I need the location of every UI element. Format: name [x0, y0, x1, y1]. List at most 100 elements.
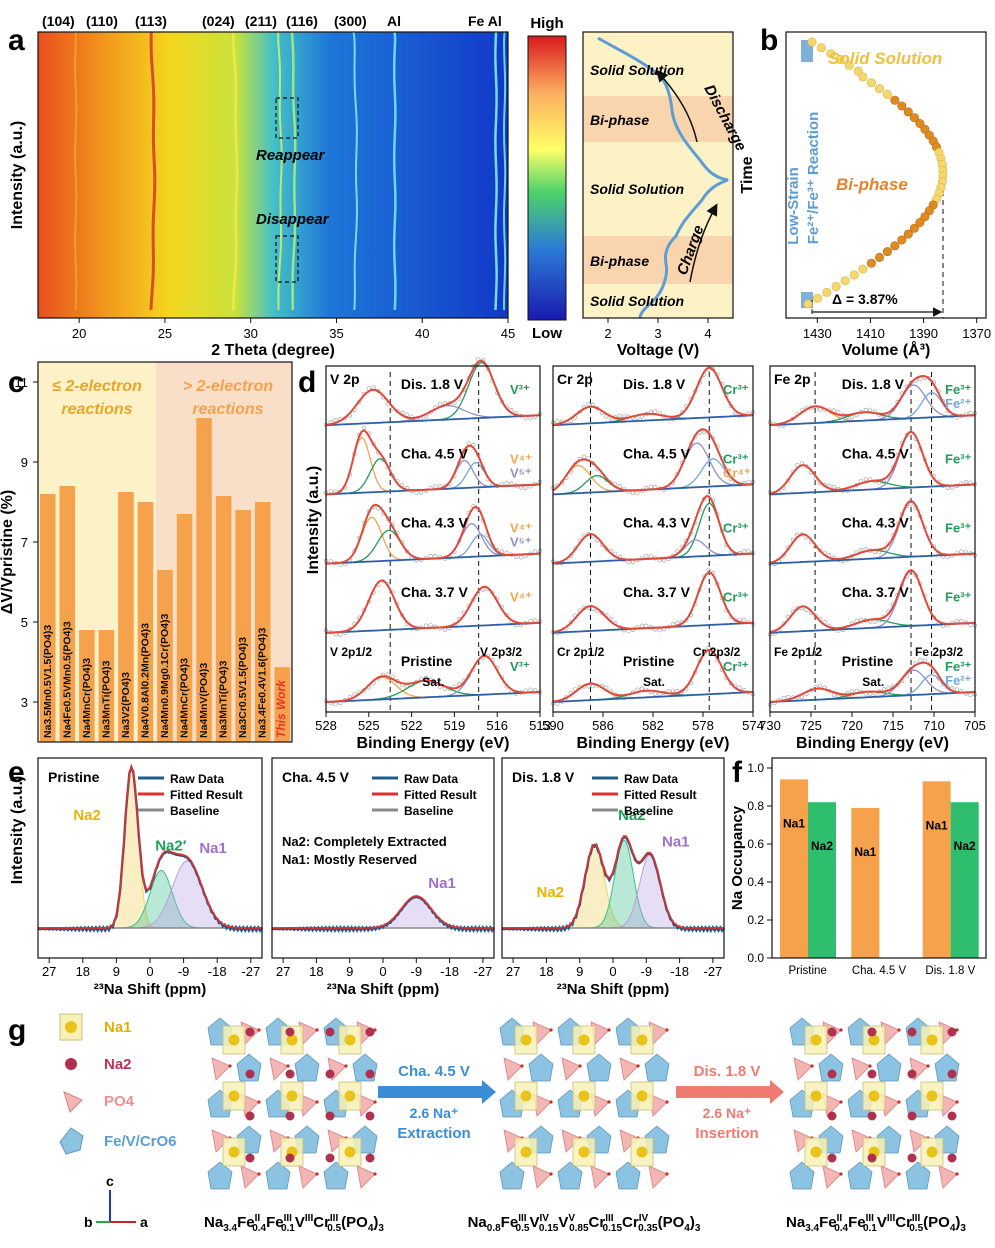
volume-point — [874, 252, 884, 262]
raw-point — [639, 623, 645, 628]
species-label: Fe³⁺ — [945, 382, 972, 397]
baseline — [325, 414, 541, 427]
na2-atom — [365, 1027, 375, 1037]
raw-point — [433, 553, 438, 559]
fitted-spectrum — [552, 495, 754, 565]
panel-g: g Na1 Na2 PO4 Fe/V/CrO6 c b a Cha. 4.5 V — [8, 1013, 966, 1234]
tick-label: 513 — [529, 718, 551, 733]
na2-atom — [907, 1069, 917, 1079]
na1-atom — [228, 1146, 240, 1158]
crystal-structure — [499, 1017, 670, 1190]
phosphate-tetrahedron — [822, 1165, 842, 1189]
phosphate-tetrahedron — [880, 1165, 900, 1189]
tick-label: 1430 — [803, 326, 832, 341]
tick-label: 578 — [692, 718, 714, 733]
charge-arrow — [689, 203, 718, 283]
species-label: Cr³⁺ — [723, 520, 749, 535]
legend-label: Baseline — [170, 804, 220, 818]
phosphate-tetrahedron — [356, 1165, 376, 1189]
na1-atom — [926, 1146, 938, 1158]
na2-atom — [285, 1027, 295, 1037]
occupancy-bar — [922, 781, 951, 958]
na1-atom — [286, 1090, 298, 1102]
orbital-label: Cr 2p1/2 — [557, 645, 605, 659]
octahedron — [236, 1053, 262, 1082]
panel-e-ylabel: Intensity (a.u.) — [9, 776, 26, 884]
formula-discharged: Na3.4FeII 0.4FeIII 0.1VIIICrIII 0.5(PO4)3 — [786, 1213, 966, 1234]
satellite-label: Sat. — [422, 675, 444, 689]
phosphate-tetrahedron — [269, 1057, 289, 1081]
raw-point — [868, 692, 873, 697]
orbital-label: Cr 2p3/2 — [693, 645, 741, 659]
left-background — [38, 362, 156, 742]
low-strain-label: Low-Strain — [785, 167, 802, 245]
na2-atom — [245, 1153, 255, 1163]
tick-label: 590 — [542, 718, 564, 733]
subpanel-xlabel: ²³Na Shift (ppm) — [557, 981, 669, 998]
peak-label-211: (211) — [245, 13, 277, 29]
tick-label: 18 — [309, 964, 323, 979]
na2-atom — [947, 1153, 957, 1163]
biphase-label: Bi-phase — [836, 175, 908, 194]
reaction-label: Fe²⁺/Fe³⁺ Reaction — [805, 112, 822, 245]
raw-point — [968, 692, 973, 698]
na1-atom — [868, 1034, 880, 1046]
raw-point — [626, 559, 631, 565]
legend-label: Fitted Result — [404, 788, 477, 802]
octahedron — [615, 1161, 641, 1190]
orbital-label: V 2p3/2 — [480, 645, 522, 659]
phosphate-tetrahedron — [532, 1165, 552, 1189]
volume-point — [816, 43, 826, 53]
subpanel-title: V 2p — [330, 371, 360, 387]
tick-label: 3 — [654, 326, 661, 341]
tick-label: 519 — [444, 718, 466, 733]
na2-atom — [867, 1111, 877, 1121]
subpanel-xlabel: ²³Na Shift (ppm) — [94, 981, 206, 998]
raw-point — [670, 688, 676, 693]
octahedron — [499, 1161, 525, 1190]
bar — [157, 570, 173, 742]
octahedron — [876, 1053, 902, 1082]
bar — [176, 514, 193, 742]
tick-label: -9 — [411, 964, 423, 979]
bar — [137, 502, 154, 742]
fitted-spectrum — [552, 366, 753, 426]
tick-label: 27 — [506, 964, 520, 979]
bar-label: Na3.4Fe0.4V1.6(PO4)3 — [257, 628, 269, 738]
legend-label: Raw Data — [624, 772, 678, 786]
orbital-label: Fe 2p3/2 — [915, 645, 963, 659]
oxygen-atom — [636, 1064, 640, 1068]
na1-atom — [636, 1090, 648, 1102]
panel-label-e: e — [8, 756, 25, 789]
raw-point — [523, 485, 528, 490]
raw-point — [586, 402, 591, 407]
formula-pristine: Na3.4FeII 0.4FeIII 0.1VIIICrIII 0.5(PO4)3 — [204, 1213, 384, 1234]
species-label: V⁴⁺ — [510, 451, 532, 466]
tick-label: 730 — [759, 718, 781, 733]
oxygen-atom — [315, 1028, 319, 1032]
octahedron — [557, 1161, 583, 1190]
axis-label-b: b — [84, 1214, 93, 1230]
tick-label: 2 — [604, 326, 611, 341]
fitted-spectrum — [769, 430, 976, 495]
tick-label: -18 — [208, 964, 227, 979]
component-label: Na2 — [537, 884, 565, 901]
raw-point — [635, 490, 640, 495]
raw-point — [741, 549, 747, 554]
tick-label: 18 — [76, 964, 90, 979]
crystal-structure — [789, 1017, 960, 1190]
fitted-spectrum — [325, 579, 541, 634]
bar — [98, 630, 115, 742]
tick-label: -9 — [178, 964, 190, 979]
oxygen-atom — [549, 1172, 553, 1176]
species-label: V⁴⁺ — [510, 590, 532, 605]
crystal-structures — [207, 1017, 960, 1190]
extraction-label: Extraction — [397, 1125, 470, 1142]
na1-atom — [926, 1090, 938, 1102]
na2-atom — [867, 1027, 877, 1037]
na1-atom — [636, 1146, 648, 1158]
spectrum-label: Cha. 3.7 V — [842, 584, 910, 600]
legend-po4: PO4 — [104, 1093, 135, 1110]
biphase-band-lower — [583, 236, 733, 284]
nmr-panels: Na2 Na2′ Na1 Pristine Raw Data Fitted Result B… — [37, 757, 726, 998]
